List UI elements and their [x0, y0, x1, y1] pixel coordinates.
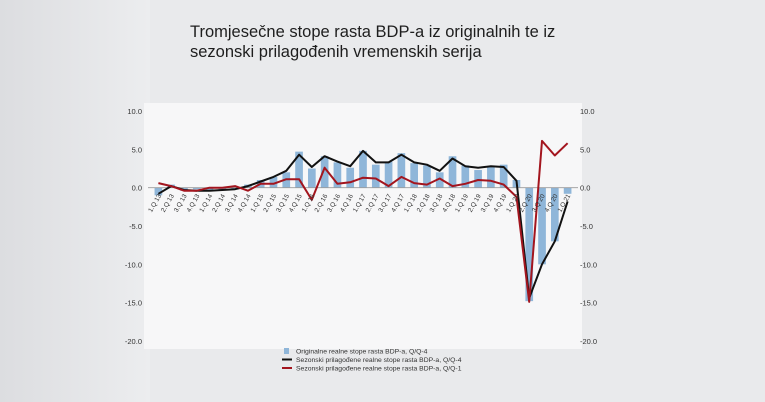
bar: [487, 166, 495, 188]
y-tick-label-right: -15.0: [580, 299, 597, 308]
y-tick-label-left: -15.0: [125, 299, 142, 308]
bar: [333, 162, 342, 188]
y-tick-label-right: -20.0: [580, 337, 597, 346]
y-tick-label-right: -5.0: [580, 222, 593, 231]
y-tick-label-left: 10.0: [127, 107, 142, 116]
bar: [192, 187, 201, 190]
background-shade: [0, 0, 150, 402]
bar: [308, 168, 316, 188]
y-tick-label-right: 10.0: [580, 107, 595, 116]
bar: [448, 156, 457, 188]
bar: [525, 187, 534, 302]
y-tick-label-left: 5.0: [132, 145, 142, 154]
y-tick-label-right: 5.0: [580, 145, 590, 154]
y-tick-label-right: -10.0: [580, 260, 597, 269]
bar: [359, 150, 367, 188]
bar: [563, 187, 572, 194]
bar: [384, 161, 393, 188]
legend-label: Sezonski prilagođene realne stope rasta …: [296, 357, 462, 364]
bar: [550, 187, 559, 242]
bar: [269, 176, 278, 188]
bar: [538, 187, 546, 265]
legend-label: Sezonski prilagođene realne stope rasta …: [296, 366, 462, 373]
bar: [346, 167, 355, 188]
bar: [474, 170, 482, 188]
bar: [154, 187, 163, 196]
bar: [218, 187, 227, 190]
y-tick-label-left: -10.0: [125, 260, 142, 269]
series-line: [158, 139, 569, 303]
legend-swatch-bar: [284, 348, 289, 354]
bar: [371, 164, 380, 188]
bar: [410, 163, 418, 188]
series-line: [157, 149, 569, 300]
y-tick-label-right: 0.0: [580, 184, 590, 193]
chart-title: Tromjesečne stope rasta BDP-a iz origina…: [190, 22, 650, 62]
bar: [435, 172, 444, 188]
bar: [205, 187, 214, 192]
bar: [295, 151, 303, 188]
title-line-1: Tromjesečne stope rasta BDP-a iz origina…: [190, 23, 556, 41]
plot-area: [144, 103, 582, 349]
bar: [320, 156, 329, 188]
title-line-2: sezonski prilagođenih vremenskih serija: [190, 43, 482, 61]
bar: [499, 164, 508, 188]
bar: [461, 165, 470, 188]
legend-label: Originalne realne stope rasta BDP-a, Q/Q…: [296, 349, 428, 356]
bar: [423, 165, 431, 188]
y-tick-label-left: 0.0: [132, 184, 142, 193]
bar: [397, 153, 406, 188]
y-tick-label-left: -20.0: [125, 337, 142, 346]
y-tick-label-left: -5.0: [129, 222, 142, 231]
